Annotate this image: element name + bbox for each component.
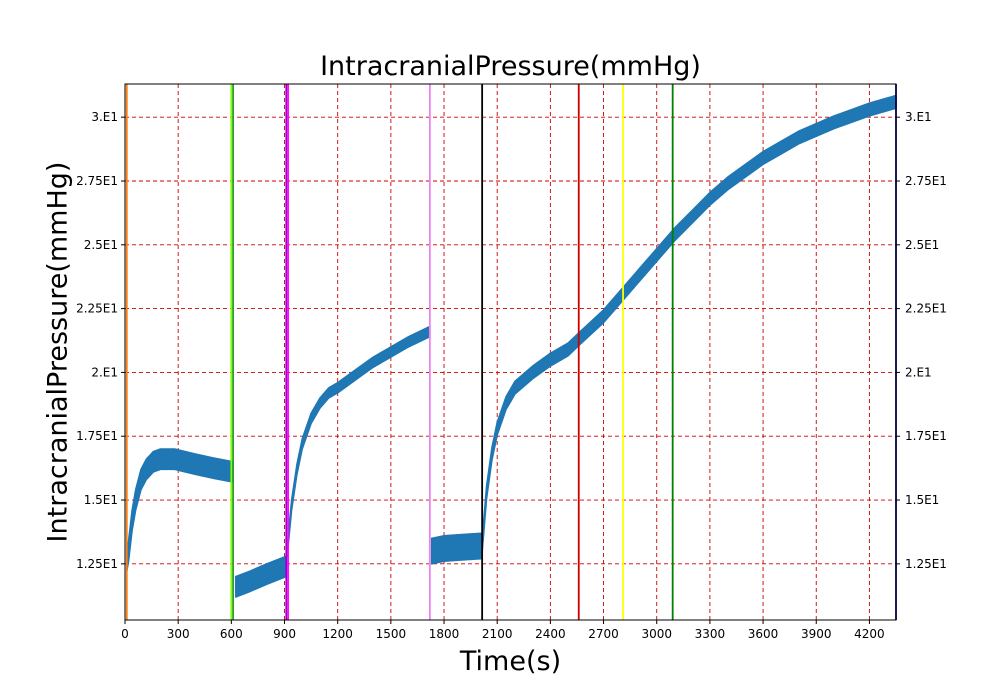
x-tick-label: 1800 — [429, 627, 460, 641]
y-axis-ticks: 1.25E1 1.25E1 1.5E1 1.5E1 1.75E1 1.75E1 2.E1 2.… — [76, 110, 947, 571]
y-tick-label-left: 1.5E1 — [84, 493, 118, 507]
y-tick-label-left: 1.75E1 — [76, 429, 118, 443]
x-tick-label: 2700 — [588, 627, 619, 641]
x-tick-label: 3600 — [748, 627, 779, 641]
series-segment — [481, 94, 897, 554]
series-segment — [286, 325, 431, 557]
plot-frame — [124, 83, 897, 621]
x-axis-ticks: 0 300 600 900 1200 1500 1800 2100 2400 2700 3000 33… — [121, 620, 885, 641]
series-segment — [126, 448, 234, 573]
x-tick-label: 3000 — [641, 627, 672, 641]
y-tick-label-left: 2.25E1 — [76, 302, 118, 316]
y-tick-label-left: 2.75E1 — [76, 174, 118, 188]
x-tick-label: 3900 — [801, 627, 832, 641]
y-tick-label-left: 3.E1 — [91, 110, 118, 124]
series-layer — [126, 94, 897, 598]
x-axis-label: Time(s) — [459, 646, 561, 677]
y-tick-label-right: 3.E1 — [905, 110, 932, 124]
x-tick-label: 4200 — [854, 627, 885, 641]
x-tick-label: 900 — [273, 627, 296, 641]
series-segment — [235, 555, 288, 598]
x-tick-label: 1500 — [376, 627, 407, 641]
y-tick-label-left: 1.25E1 — [76, 557, 118, 571]
x-tick-label: 600 — [220, 627, 243, 641]
y-tick-label-right: 2.E1 — [905, 365, 932, 379]
y-tick-label-left: 2.E1 — [91, 365, 118, 379]
y-tick-label-right: 1.75E1 — [905, 429, 947, 443]
x-tick-label: 2100 — [482, 627, 513, 641]
y-tick-label-left: 2.5E1 — [84, 238, 118, 252]
y-tick-label-right: 2.25E1 — [905, 302, 947, 316]
y-tick-label-right: 1.25E1 — [905, 557, 947, 571]
chart-title: IntracranialPressure(mmHg) — [320, 51, 701, 82]
grid — [124, 84, 896, 620]
event-lines — [125, 84, 897, 620]
x-tick-label: 300 — [167, 627, 190, 641]
y-axis-label: IntracranialPressure(mmHg) — [43, 162, 74, 543]
y-tick-label-right: 2.5E1 — [905, 238, 939, 252]
series-segment — [430, 532, 483, 565]
x-tick-label: 0 — [121, 627, 129, 641]
y-tick-label-right: 2.75E1 — [905, 174, 947, 188]
x-tick-label: 2400 — [535, 627, 566, 641]
x-tick-label: 1200 — [322, 627, 353, 641]
y-tick-label-right: 1.5E1 — [905, 493, 939, 507]
x-tick-label: 3300 — [695, 627, 726, 641]
